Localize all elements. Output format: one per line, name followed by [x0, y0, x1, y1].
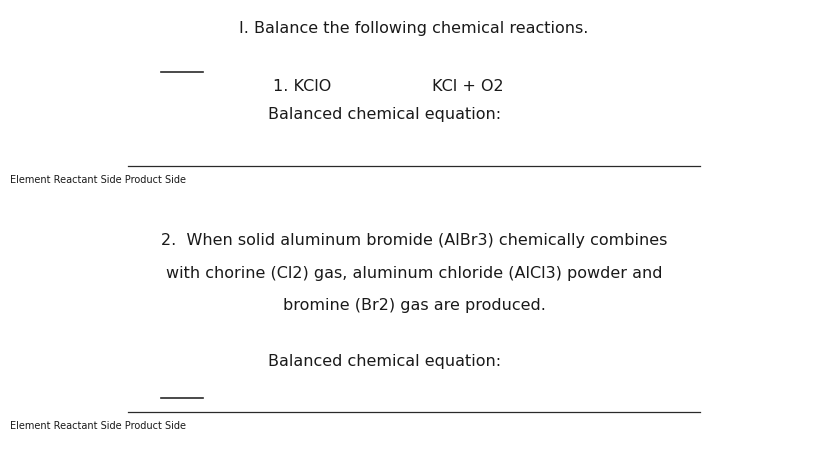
- Text: Balanced chemical equation:: Balanced chemical equation:: [268, 354, 501, 369]
- Text: Balanced chemical equation:: Balanced chemical equation:: [268, 107, 501, 122]
- Text: Element Reactant Side Product Side: Element Reactant Side Product Side: [10, 421, 186, 431]
- Text: 2.  When solid aluminum bromide (AlBr3) chemically combines: 2. When solid aluminum bromide (AlBr3) c…: [160, 233, 667, 248]
- Text: bromine (Br2) gas are produced.: bromine (Br2) gas are produced.: [282, 298, 545, 313]
- Text: with chorine (Cl2) gas, aluminum chloride (AlCl3) powder and: with chorine (Cl2) gas, aluminum chlorid…: [165, 266, 662, 281]
- Text: Element Reactant Side Product Side: Element Reactant Side Product Side: [10, 175, 186, 184]
- Text: 1. KClO: 1. KClO: [273, 79, 331, 94]
- Text: I. Balance the following chemical reactions.: I. Balance the following chemical reacti…: [239, 21, 588, 36]
- Text: KCl + O2: KCl + O2: [432, 79, 503, 94]
